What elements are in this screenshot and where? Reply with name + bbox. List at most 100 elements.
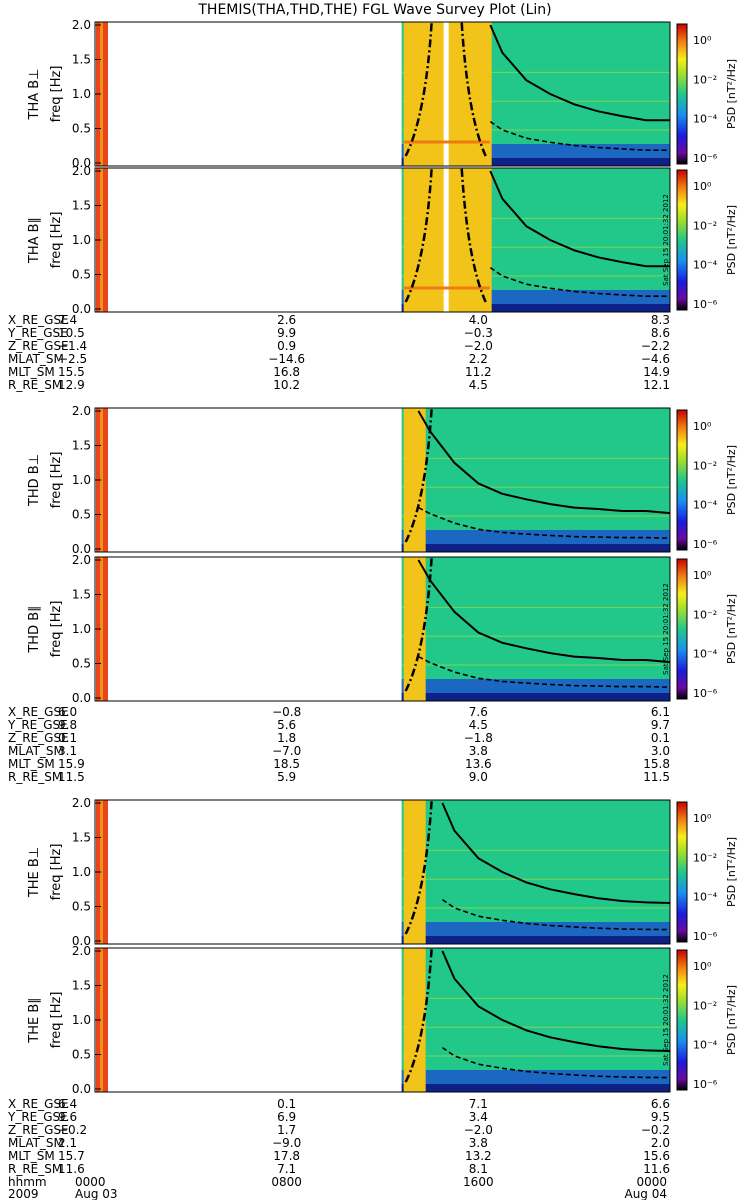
ephemeris-row-label: MLAT_SM <box>8 352 64 366</box>
spectrogram-field <box>401 408 670 552</box>
low-frequency-noise-core <box>401 936 670 944</box>
colorbar-label: PSD [nT²/Hz] <box>725 837 738 907</box>
ephemeris-value: 9.7 <box>651 718 670 732</box>
y-tick-label: 1.0 <box>72 87 91 101</box>
time-axis-start-date: Aug 03 <box>75 1187 118 1200</box>
ephemeris-row-label: R_RE_SM <box>8 1162 62 1176</box>
probe-component-label: THA B⊥ <box>27 69 42 121</box>
ephemeris-value: −14.6 <box>268 352 305 366</box>
probe-component-label: THE B∥ <box>27 997 42 1043</box>
ephemeris-value: 3.8 <box>469 744 488 758</box>
colorbar-tick-label: 10⁻² <box>693 608 717 621</box>
colorbar-tick-label: 10⁻⁶ <box>693 298 718 311</box>
ephemeris-value: 11.5 <box>58 770 85 784</box>
colorbar-tick-label: 10⁻⁶ <box>693 687 718 700</box>
ephemeris-value: −0.2 <box>58 1123 87 1137</box>
ephemeris-value: 7.1 <box>277 1162 296 1176</box>
y-tick-label: 1.0 <box>72 622 91 636</box>
frequency-axis-label: freq [Hz] <box>49 844 64 901</box>
colorbar <box>676 801 688 943</box>
colorbar-label: PSD [nT²/Hz] <box>725 445 738 515</box>
overlay-curve-solid <box>489 170 670 268</box>
ephemeris-row-label: Z_RE_GSE <box>8 731 69 745</box>
colorbar-tick-label: 10⁻² <box>693 851 717 864</box>
y-tick-label: 0.0 <box>72 1082 91 1096</box>
ephemeris-value: −0.2 <box>641 1123 670 1137</box>
ephemeris-value: 8.3 <box>651 313 670 327</box>
ephemeris-row-label: MLT_SM <box>8 365 55 379</box>
colorbar-tick-label: 10⁰ <box>693 34 712 47</box>
cyclotron-curve-dashdot <box>404 21 433 157</box>
cyclotron-curve-dashdot <box>404 407 433 543</box>
ephemeris-value: 9.9 <box>277 326 296 340</box>
colorbar-tick-label: 10⁻⁴ <box>693 1039 718 1052</box>
ephemeris-value: 4.5 <box>469 378 488 392</box>
ephemeris-value: 3.8 <box>469 1136 488 1150</box>
ephemeris-value: 1.7 <box>277 1123 296 1137</box>
ephemeris-row-label: R_RE_SM <box>8 770 62 784</box>
low-frequency-noise-core <box>401 158 670 166</box>
ephemeris-value: 15.8 <box>643 757 670 771</box>
low-frequency-noise-core <box>401 693 670 701</box>
ephemeris-value: 15.6 <box>643 1149 670 1163</box>
colorbar-tick-label: 10⁰ <box>693 569 712 582</box>
ephemeris-row-label: MLAT_SM <box>8 744 64 758</box>
burst-region <box>403 408 426 552</box>
y-tick-label: 0.0 <box>72 934 91 948</box>
colorbar-tick-label: 10⁻⁴ <box>693 259 718 272</box>
overlay-curve-dashed <box>441 898 671 931</box>
ephemeris-value: 0.1 <box>58 731 77 745</box>
processing-timestamp: Sat Sep 15 20:01:32 2012 <box>662 974 670 1066</box>
overlay-curve-dashed <box>418 506 671 539</box>
time-axis-end-date: Aug 04 <box>624 1187 667 1200</box>
colorbar-tick-label: 10⁻⁴ <box>693 648 718 661</box>
y-tick-label: 0.5 <box>72 508 91 522</box>
overlay-curve-dashed <box>489 266 670 298</box>
frequency-axis-label: freq [Hz] <box>49 601 64 658</box>
processing-timestamp: Sat Sep 15 20:01:32 2012 <box>662 194 670 286</box>
ephemeris-value: 11.6 <box>643 1162 670 1176</box>
y-tick-label: 1.0 <box>72 865 91 879</box>
ephemeris-value: 7.1 <box>469 1097 488 1111</box>
ephemeris-value: 2.0 <box>651 1136 670 1150</box>
y-tick-label: 1.5 <box>72 53 91 67</box>
y-tick-label: 0.5 <box>72 1048 91 1062</box>
colorbar-tick-label: 10⁻² <box>693 219 717 232</box>
early-data-stripe-highlight <box>100 408 103 552</box>
y-tick-label: 0.5 <box>72 900 91 914</box>
ephemeris-value: 18.5 <box>273 757 300 771</box>
ephemeris-value: 9.5 <box>651 1110 670 1124</box>
y-tick-label: 0.0 <box>72 691 91 705</box>
ephemeris-value: 8.6 <box>651 326 670 340</box>
ephemeris-value: 17.8 <box>273 1149 300 1163</box>
ephemeris-value: −4.6 <box>641 352 670 366</box>
ephemeris-row-label: Z_RE_GSE <box>8 339 69 353</box>
time-axis-tick-label: 0000 <box>75 1175 106 1189</box>
ephemeris-value: 0.1 <box>277 1097 296 1111</box>
spectrogram-panel: 0.0 0.5 1.0 1.5 2.0 THD B∥ freq [Hz] 10⁰ 10⁻² 10⁻… <box>27 553 738 705</box>
ephemeris-value: 7.6 <box>469 705 488 719</box>
ephemeris-row-label: Y_RE_GSE <box>7 326 68 340</box>
ephemeris-row-label: X_RE_GSE <box>8 1097 69 1111</box>
ephemeris-value: 14.9 <box>643 365 670 379</box>
colorbar-tick-label: 10⁰ <box>693 420 712 433</box>
probe-component-label: THD B∥ <box>27 605 42 653</box>
early-data-stripe-highlight <box>100 22 103 166</box>
ephemeris-value: 15.5 <box>58 365 85 379</box>
ephemeris-value: 4.0 <box>469 313 488 327</box>
colorbar-tick-label: 10⁻⁶ <box>693 930 718 943</box>
overlay-curve-solid <box>417 410 671 515</box>
ephemeris-value: −2.0 <box>464 1123 493 1137</box>
ephemeris-value: 13.2 <box>465 1149 492 1163</box>
y-tick-label: 0.5 <box>72 268 91 282</box>
overlay-curve-solid <box>441 950 671 1052</box>
colorbar-tick-label: 10⁰ <box>693 180 712 193</box>
time-axis-tick-label: 1600 <box>463 1175 494 1189</box>
ephemeris-row-label: X_RE_GSE <box>8 313 69 327</box>
time-axis-tick-label: 0800 <box>271 1175 302 1189</box>
ephemeris-row-label: Y_RE_GSE <box>7 1110 68 1124</box>
